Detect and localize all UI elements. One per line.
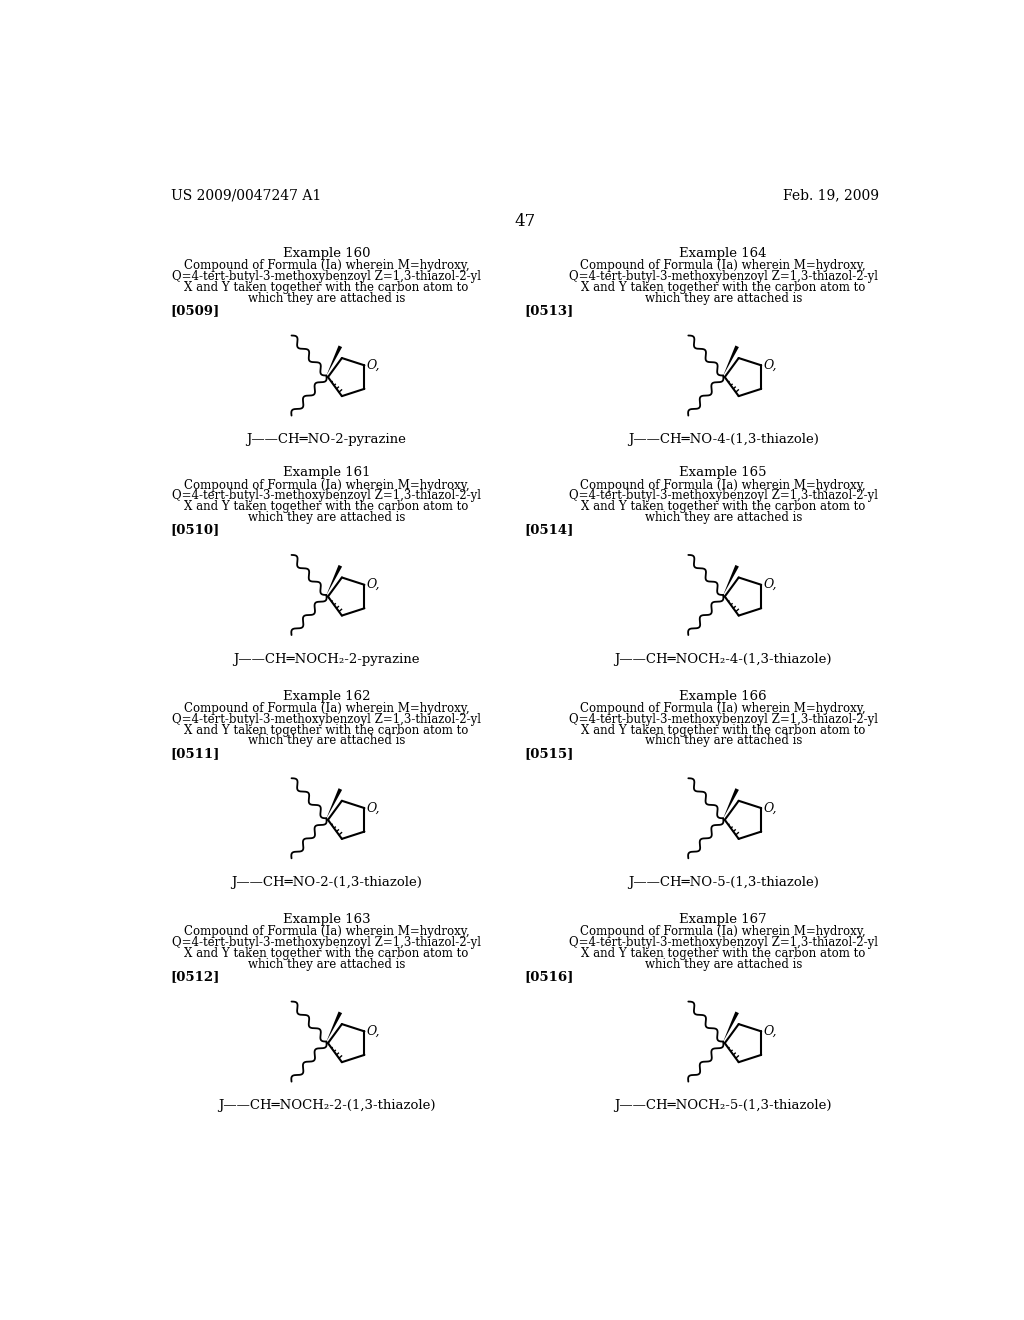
- Text: [0512]: [0512]: [171, 970, 220, 983]
- Text: J——CH═NO-2-pyrazine: J——CH═NO-2-pyrazine: [247, 433, 407, 446]
- Text: Compound of Formula (Ia) wherein M=hydroxy,: Compound of Formula (Ia) wherein M=hydro…: [183, 479, 469, 492]
- Text: which they are attached is: which they are attached is: [644, 511, 802, 524]
- Text: J——CH═NOCH₂-2-(1,3-thiazole): J——CH═NOCH₂-2-(1,3-thiazole): [218, 1100, 435, 1113]
- Text: X and Y taken together with the carbon atom to: X and Y taken together with the carbon a…: [184, 946, 469, 960]
- Text: Compound of Formula (Ia) wherein M=hydroxy,: Compound of Formula (Ia) wherein M=hydro…: [581, 259, 866, 272]
- Text: Example 165: Example 165: [680, 466, 767, 479]
- Text: X and Y taken together with the carbon atom to: X and Y taken together with the carbon a…: [581, 281, 865, 294]
- Text: which they are attached is: which they are attached is: [644, 292, 802, 305]
- Text: J——CH═NOCH₂-4-(1,3-thiazole): J——CH═NOCH₂-4-(1,3-thiazole): [614, 653, 831, 665]
- Polygon shape: [327, 346, 342, 376]
- Text: Q=4-tert-butyl-3-methoxybenzoyl Z=1,3-thiazol-2-yl: Q=4-tert-butyl-3-methoxybenzoyl Z=1,3-th…: [568, 713, 878, 726]
- Text: which they are attached is: which they are attached is: [248, 511, 406, 524]
- Text: Compound of Formula (Ia) wherein M=hydroxy,: Compound of Formula (Ia) wherein M=hydro…: [183, 925, 469, 939]
- Text: [0509]: [0509]: [171, 304, 220, 317]
- Text: Example 167: Example 167: [679, 913, 767, 927]
- Text: O,: O,: [764, 801, 777, 814]
- Text: US 2009/0047247 A1: US 2009/0047247 A1: [171, 189, 321, 202]
- Text: [0514]: [0514]: [524, 524, 574, 536]
- Text: [0511]: [0511]: [171, 747, 220, 760]
- Text: X and Y taken together with the carbon atom to: X and Y taken together with the carbon a…: [581, 723, 865, 737]
- Text: Example 164: Example 164: [680, 247, 767, 260]
- Text: X and Y taken together with the carbon atom to: X and Y taken together with the carbon a…: [184, 723, 469, 737]
- Polygon shape: [723, 788, 739, 818]
- Text: Compound of Formula (Ia) wherein M=hydroxy,: Compound of Formula (Ia) wherein M=hydro…: [581, 702, 866, 715]
- Text: Example 162: Example 162: [283, 689, 370, 702]
- Text: [0515]: [0515]: [524, 747, 574, 760]
- Text: O,: O,: [367, 578, 380, 591]
- Text: O,: O,: [367, 359, 380, 372]
- Text: X and Y taken together with the carbon atom to: X and Y taken together with the carbon a…: [184, 281, 469, 294]
- Text: O,: O,: [764, 359, 777, 372]
- Text: Example 163: Example 163: [283, 913, 371, 927]
- Text: Example 160: Example 160: [283, 247, 370, 260]
- Text: Q=4-tert-butyl-3-methoxybenzoyl Z=1,3-thiazol-2-yl: Q=4-tert-butyl-3-methoxybenzoyl Z=1,3-th…: [172, 713, 481, 726]
- Text: Feb. 19, 2009: Feb. 19, 2009: [783, 189, 879, 202]
- Polygon shape: [327, 565, 342, 595]
- Text: which they are attached is: which they are attached is: [248, 292, 406, 305]
- Text: Compound of Formula (Ia) wherein M=hydroxy,: Compound of Formula (Ia) wherein M=hydro…: [183, 702, 469, 715]
- Polygon shape: [723, 1011, 739, 1041]
- Polygon shape: [723, 346, 739, 376]
- Text: which they are attached is: which they are attached is: [248, 958, 406, 970]
- Text: Q=4-tert-butyl-3-methoxybenzoyl Z=1,3-thiazol-2-yl: Q=4-tert-butyl-3-methoxybenzoyl Z=1,3-th…: [172, 490, 481, 503]
- Text: [0510]: [0510]: [171, 524, 220, 536]
- Text: O,: O,: [367, 1024, 380, 1038]
- Polygon shape: [327, 788, 342, 818]
- Text: Example 166: Example 166: [679, 689, 767, 702]
- Text: J——CH═NO-5-(1,3-thiazole): J——CH═NO-5-(1,3-thiazole): [628, 876, 818, 890]
- Text: J——CH═NO-4-(1,3-thiazole): J——CH═NO-4-(1,3-thiazole): [628, 433, 818, 446]
- Text: J——CH═NOCH₂-5-(1,3-thiazole): J——CH═NOCH₂-5-(1,3-thiazole): [614, 1100, 831, 1113]
- Text: 47: 47: [514, 213, 536, 230]
- Text: O,: O,: [764, 1024, 777, 1038]
- Polygon shape: [723, 565, 739, 595]
- Text: [0513]: [0513]: [524, 304, 574, 317]
- Polygon shape: [327, 1011, 342, 1041]
- Text: Q=4-tert-butyl-3-methoxybenzoyl Z=1,3-thiazol-2-yl: Q=4-tert-butyl-3-methoxybenzoyl Z=1,3-th…: [172, 271, 481, 282]
- Text: X and Y taken together with the carbon atom to: X and Y taken together with the carbon a…: [184, 500, 469, 513]
- Text: Compound of Formula (Ia) wherein M=hydroxy,: Compound of Formula (Ia) wherein M=hydro…: [581, 925, 866, 939]
- Text: Q=4-tert-butyl-3-methoxybenzoyl Z=1,3-thiazol-2-yl: Q=4-tert-butyl-3-methoxybenzoyl Z=1,3-th…: [568, 271, 878, 282]
- Text: Compound of Formula (Ia) wherein M=hydroxy,: Compound of Formula (Ia) wherein M=hydro…: [183, 259, 469, 272]
- Text: Compound of Formula (Ia) wherein M=hydroxy,: Compound of Formula (Ia) wherein M=hydro…: [581, 479, 866, 492]
- Text: which they are attached is: which they are attached is: [644, 734, 802, 747]
- Text: X and Y taken together with the carbon atom to: X and Y taken together with the carbon a…: [581, 500, 865, 513]
- Text: which they are attached is: which they are attached is: [644, 958, 802, 970]
- Text: [0516]: [0516]: [524, 970, 574, 983]
- Text: O,: O,: [764, 578, 777, 591]
- Text: X and Y taken together with the carbon atom to: X and Y taken together with the carbon a…: [581, 946, 865, 960]
- Text: J——CH═NO-2-(1,3-thiazole): J——CH═NO-2-(1,3-thiazole): [231, 876, 422, 890]
- Text: Q=4-tert-butyl-3-methoxybenzoyl Z=1,3-thiazol-2-yl: Q=4-tert-butyl-3-methoxybenzoyl Z=1,3-th…: [172, 936, 481, 949]
- Text: J——CH═NOCH₂-2-pyrazine: J——CH═NOCH₂-2-pyrazine: [233, 653, 420, 665]
- Text: O,: O,: [367, 801, 380, 814]
- Text: Example 161: Example 161: [283, 466, 370, 479]
- Text: Q=4-tert-butyl-3-methoxybenzoyl Z=1,3-thiazol-2-yl: Q=4-tert-butyl-3-methoxybenzoyl Z=1,3-th…: [568, 490, 878, 503]
- Text: which they are attached is: which they are attached is: [248, 734, 406, 747]
- Text: Q=4-tert-butyl-3-methoxybenzoyl Z=1,3-thiazol-2-yl: Q=4-tert-butyl-3-methoxybenzoyl Z=1,3-th…: [568, 936, 878, 949]
